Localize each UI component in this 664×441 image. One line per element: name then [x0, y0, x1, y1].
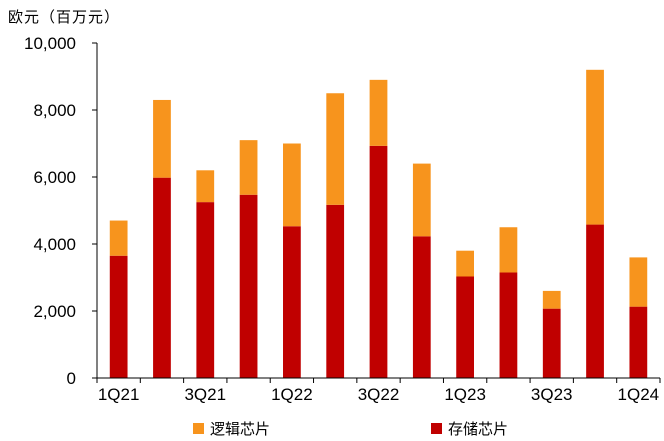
x-tick-label-3Q23: 3Q23 — [531, 385, 573, 404]
stacked-bar-chart: 0 2,000 4,000 6,000 8,000 10,000 1Q21 3Q21 1Q22 3… — [24, 34, 661, 404]
bar-memory-4Q22 — [412, 236, 431, 378]
x-tick-label-1Q24: 1Q24 — [618, 385, 660, 404]
legend-swatch-logic — [193, 423, 204, 434]
y-tick-label: 0 — [67, 369, 76, 388]
bar-memory-1Q23 — [456, 276, 474, 378]
bar-logic-2Q21 — [153, 99, 171, 178]
bar-memory-1Q22 — [283, 226, 301, 378]
y-tick-label: 8,000 — [33, 101, 76, 120]
bar-memory-3Q21 — [196, 202, 215, 379]
axes-group: 0 2,000 4,000 6,000 8,000 10,000 1Q21 3Q21 1Q22 3… — [24, 34, 661, 404]
bar-logic-3Q21 — [196, 170, 215, 203]
y-tick-label: 2,000 — [33, 302, 76, 321]
y-tick-label: 6,000 — [33, 168, 76, 187]
y-tick-label: 10,000 — [24, 34, 76, 53]
bar-logic-3Q23 — [542, 290, 561, 309]
legend-label-logic: 逻辑芯片 — [210, 420, 271, 438]
x-tick-label-3Q22: 3Q22 — [358, 385, 400, 404]
bar-logic-2Q22 — [326, 93, 345, 205]
y-tick-label: 4,000 — [33, 235, 76, 254]
bar-logic-4Q22 — [412, 163, 431, 237]
x-tick-label-1Q23: 1Q23 — [444, 385, 486, 404]
bar-logic-1Q21 — [109, 220, 128, 256]
bar-logic-2Q23 — [499, 227, 518, 273]
bars-group — [109, 69, 648, 379]
x-tick-label-3Q21: 3Q21 — [184, 385, 226, 404]
bar-logic-4Q21 — [239, 140, 258, 195]
y-axis-unit-label: 欧元（百万元） — [8, 8, 121, 26]
bar-memory-2Q23 — [499, 272, 518, 378]
bar-logic-1Q22 — [283, 143, 301, 227]
bar-memory-3Q22 — [369, 145, 388, 378]
x-tick-label-1Q22: 1Q22 — [271, 385, 313, 404]
legend-swatch-memory — [431, 423, 442, 434]
bar-memory-1Q21 — [109, 255, 128, 378]
bar-memory-1Q24 — [629, 306, 648, 378]
bar-logic-3Q22 — [369, 79, 388, 146]
x-tick-label-1Q21: 1Q21 — [98, 385, 140, 404]
bar-memory-3Q23 — [542, 308, 561, 378]
bar-logic-1Q23 — [456, 250, 474, 277]
legend-item-logic: 逻辑芯片 — [193, 418, 270, 439]
bar-logic-4Q23 — [586, 69, 604, 225]
bar-memory-2Q22 — [326, 204, 345, 378]
bar-memory-4Q21 — [239, 194, 258, 378]
legend-label-memory: 存储芯片 — [448, 420, 509, 438]
bar-memory-2Q21 — [153, 177, 171, 378]
bar-logic-1Q24 — [629, 257, 648, 307]
legend-item-memory: 存储芯片 — [431, 418, 508, 439]
bar-memory-4Q23 — [586, 224, 604, 378]
legend: 逻辑芯片 存储芯片 — [0, 418, 664, 438]
